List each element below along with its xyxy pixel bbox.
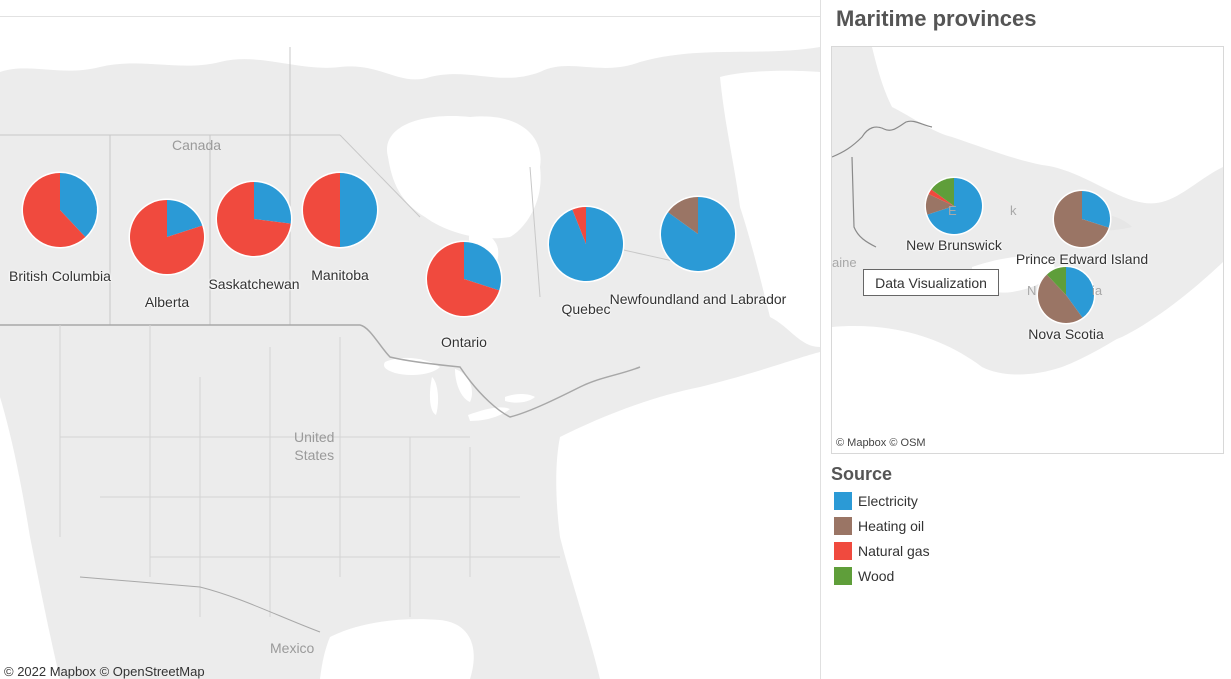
atlantic-ocean [556,352,820,679]
legend-label: Natural gas [858,543,930,559]
pie-slice-nova-scotia-wood[interactable] [1046,267,1066,295]
legend-label: Wood [858,568,895,584]
hudson-bay [386,116,541,239]
legend-swatch-heating-oil [834,517,852,535]
pie-slice-quebec-electricity[interactable] [549,206,624,281]
legend-item-natural-gas[interactable]: Natural gas [834,542,930,560]
pie-slice-quebec-natural-gas[interactable] [572,207,586,244]
legend-swatch-electricity [834,492,852,510]
map-attribution[interactable]: © 2022 Mapbox © OpenStreetMap [4,664,205,679]
pie-slice-alberta-electricity[interactable] [167,200,203,237]
pie-label-new-brunswick: New Brunswick [906,237,1002,253]
maritime-map[interactable]: aine E k N ia New Brunswick Prince Edwar… [831,46,1224,454]
gulf-of-st-lawrence [872,47,1223,204]
pacific-ocean [0,397,60,679]
main-pie-layer [21,171,737,318]
pie-label-manitoba: Manitoba [311,267,369,283]
pie-label-british-columbia: British Columbia [9,268,111,284]
panel-divider [820,0,821,679]
great-lake-huron [455,369,473,402]
pie-label-newfoundland-and-labrador: Newfoundland and Labrador [609,291,787,307]
legend-title: Source [831,464,893,484]
inset-geo-label-nb-start: E [948,203,957,218]
pie-slice-manitoba-electricity[interactable] [340,173,377,247]
legend-swatch-natural-gas [834,542,852,560]
pie-slice-alberta-natural-gas[interactable] [129,200,204,274]
country-label-united-states: United States [294,429,335,463]
pie-slice-ontario-electricity[interactable] [464,242,501,291]
mexico-border [79,576,321,633]
map-top-border [0,16,820,17]
pie-label-ontario: Ontario [441,334,487,350]
province-boundaries [0,47,701,325]
pie-slice-saskatchewan-natural-gas[interactable] [217,182,291,256]
pie-label-nova-scotia: Nova Scotia [1028,326,1104,342]
canada-us-border [0,324,641,418]
inset-atlantic [832,257,1223,453]
pie-slice-prince-edward-island-electricity[interactable] [1082,191,1110,228]
pie-slice-new-brunswick-electricity[interactable] [927,178,983,234]
legend-label: Electricity [858,493,918,509]
legend-item-heating-oil[interactable]: Heating oil [834,517,924,535]
pie-slice-newfoundland-and-labrador-electricity[interactable] [661,197,736,271]
pie-slice-new-brunswick-natural-gas[interactable] [928,189,954,206]
pie-slice-saskatchewan-electricity[interactable] [254,182,292,224]
inset-pie-layer [924,176,1112,325]
inset-map-background [832,47,1223,453]
inset-geo-label-nb-end: k [1010,203,1017,218]
data-visualization-tooltip: Data Visualization [863,269,999,296]
country-label-mexico: Mexico [270,640,315,656]
pie-label-alberta: Alberta [144,294,190,310]
nova-scotia-land [982,232,1223,372]
great-lake-michigan [429,377,439,415]
pie-label-saskatchewan: Saskatchewan [208,276,300,292]
map-background [0,17,820,679]
arctic-water [0,17,820,80]
inset-border-south [851,156,877,248]
inset-border [832,120,933,158]
pie-slice-newfoundland-and-labrador-heating-oil[interactable] [668,197,698,234]
pie-slice-ontario-natural-gas[interactable] [426,242,500,317]
inset-geo-label-maine: aine [832,255,857,270]
inset-geo-label-ns-end: ia [1092,283,1103,298]
pie-slice-new-brunswick-wood[interactable] [931,178,954,206]
pie-slice-new-brunswick-heating-oil[interactable] [925,194,954,215]
legend-label: Heating oil [858,518,925,534]
great-lake-superior [384,357,440,375]
inset-title: Maritime provinces [836,6,1037,31]
legend-item-electricity[interactable]: Electricity [834,492,918,510]
gulf-of-mexico [320,619,474,679]
pie-slice-british-columbia-electricity[interactable] [60,173,97,237]
canada-map[interactable]: Canada United States Mexico British Colu… [0,17,820,679]
great-lake-ontario [505,394,535,403]
pie-slice-nova-scotia-electricity[interactable] [1066,267,1094,318]
pie-slice-nova-scotia-heating-oil[interactable] [1037,274,1083,324]
pie-slice-manitoba-natural-gas[interactable] [303,173,340,247]
pie-label-quebec: Quebec [561,301,611,317]
country-label-canada: Canada [172,137,222,153]
state-boundaries [59,325,560,617]
legend-swatch-wood [834,567,852,585]
legend-item-wood[interactable]: Wood [834,567,894,585]
labrador-sea [720,70,820,347]
inset-attribution[interactable]: © Mapbox © OSM [836,437,926,449]
pie-slice-prince-edward-island-heating-oil[interactable] [1053,191,1109,247]
inset-geo-label-ns-start: N [1027,283,1037,298]
pie-slice-british-columbia-natural-gas[interactable] [22,173,86,247]
pie-label-prince-edward-island: Prince Edward Island [1015,251,1149,267]
